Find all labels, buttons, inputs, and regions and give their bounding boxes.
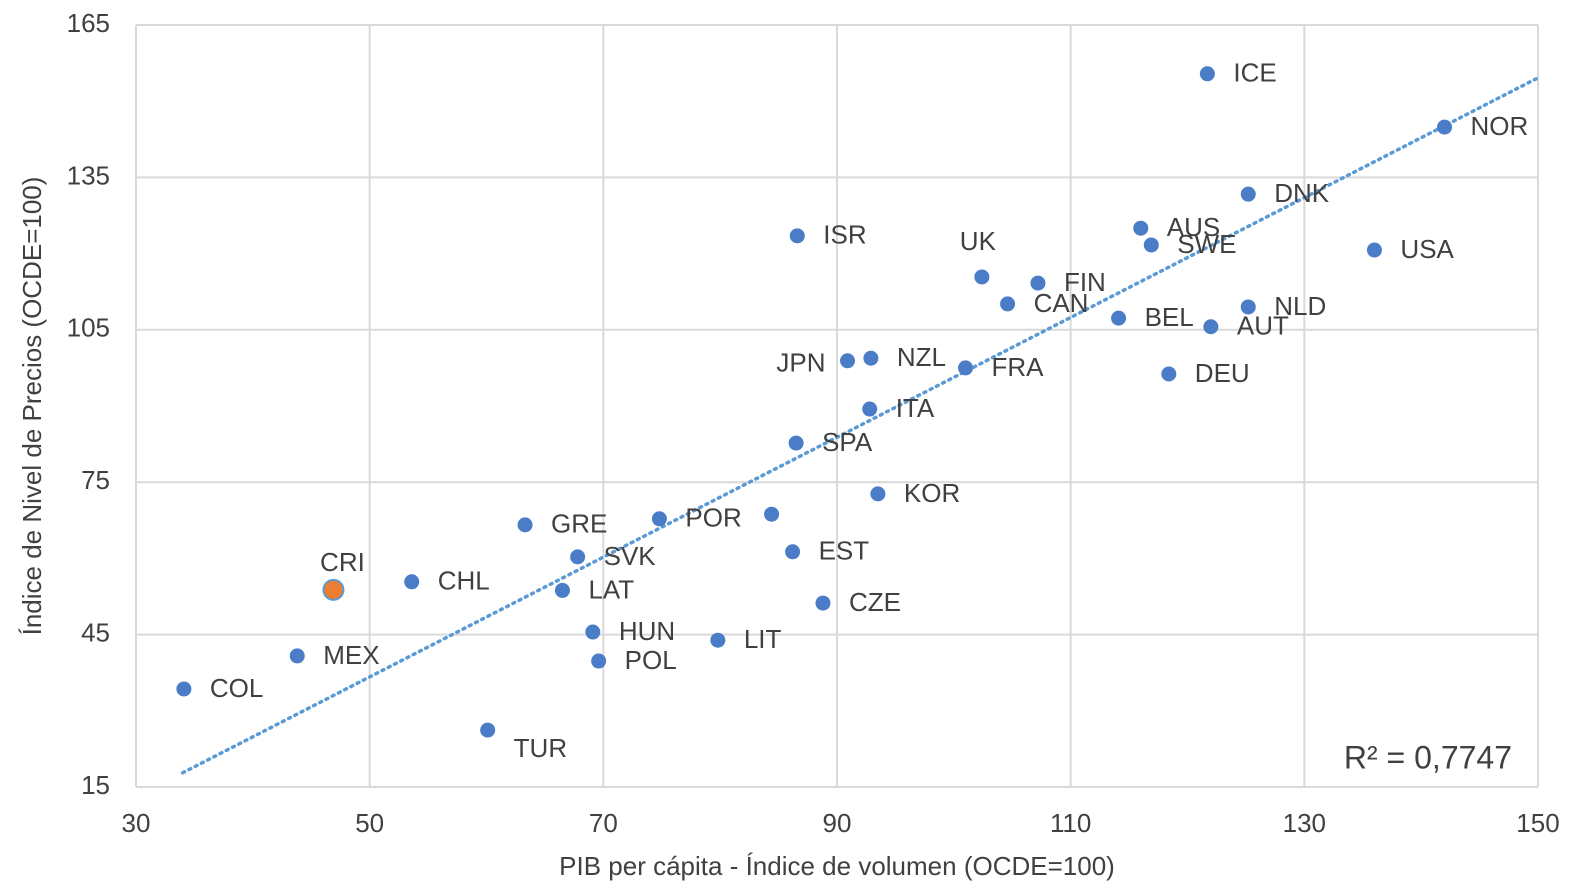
- data-point: [1240, 299, 1256, 315]
- y-tick-label: 75: [81, 465, 110, 495]
- point-label: CRI: [320, 547, 365, 577]
- point-label: CHL: [438, 566, 490, 596]
- data-point: [840, 353, 856, 369]
- data-point: [974, 269, 990, 285]
- data-point: [1133, 220, 1149, 236]
- point-label: NLD: [1274, 291, 1326, 321]
- data-point: [322, 578, 345, 601]
- point-label: USA: [1400, 234, 1454, 264]
- point-label: ISR: [823, 220, 866, 250]
- point-label: NZL: [897, 342, 946, 372]
- point-label: BEL: [1145, 302, 1194, 332]
- data-point: [863, 350, 879, 366]
- point-label: CAN: [1034, 288, 1089, 318]
- data-point: [1437, 119, 1453, 135]
- point-label: LIT: [744, 624, 782, 654]
- data-point: [788, 435, 804, 451]
- point-label: FRA: [992, 352, 1045, 382]
- data-point: [176, 681, 192, 697]
- point-label: NOR: [1471, 111, 1529, 141]
- data-point: [570, 549, 586, 565]
- data-point: [585, 624, 601, 640]
- data-point: [710, 632, 726, 648]
- trendline: [180, 76, 1540, 775]
- data-point: [815, 595, 831, 611]
- data-point: [480, 722, 496, 738]
- y-tick-label: 45: [81, 617, 110, 647]
- point-label: LAT: [588, 574, 634, 604]
- data-point: [517, 517, 533, 533]
- data-point: [289, 648, 305, 664]
- data-point: [1366, 242, 1382, 258]
- point-label: KOR: [904, 478, 960, 508]
- data-point: [1240, 186, 1256, 202]
- point-label: ICE: [1233, 58, 1276, 88]
- data-point: [1143, 237, 1159, 253]
- data-point: [1199, 66, 1215, 82]
- point-label: EST: [819, 536, 870, 566]
- data-point: [591, 653, 607, 669]
- point-label: DNK: [1274, 178, 1330, 208]
- data-point: [404, 574, 420, 590]
- point-label: AUS: [1167, 212, 1220, 242]
- point-label: DEU: [1195, 358, 1250, 388]
- point-label: ITA: [896, 393, 935, 423]
- data-point: [1161, 366, 1177, 382]
- data-point: [764, 506, 780, 522]
- y-tick-label: 165: [67, 8, 110, 38]
- point-label: FIN: [1064, 267, 1106, 297]
- x-tick-label: 30: [122, 808, 151, 838]
- y-axis-label: Índice de Nivel de Precios (OCDE=100): [17, 177, 47, 636]
- data-point: [789, 228, 805, 244]
- y-tick-label: 105: [67, 313, 110, 343]
- data-point: [1111, 310, 1127, 326]
- x-tick-label: 70: [589, 808, 618, 838]
- data-point: [1000, 296, 1016, 312]
- y-tick-label: 15: [81, 770, 110, 800]
- data-point: [870, 486, 886, 502]
- point-label: GRE: [551, 509, 607, 539]
- point-label: TUR: [514, 733, 567, 763]
- x-tick-label: 150: [1516, 808, 1559, 838]
- point-label: POL: [625, 645, 677, 675]
- x-tick-label: 50: [355, 808, 384, 838]
- y-tick-label: 135: [67, 160, 110, 190]
- data-point: [1030, 275, 1046, 291]
- point-label: SWE: [1177, 229, 1236, 259]
- point-label: SVK: [604, 541, 657, 571]
- data-point: [651, 511, 667, 527]
- data-point: [958, 360, 974, 376]
- point-label: CZE: [849, 587, 901, 617]
- point-label: HUN: [619, 616, 675, 646]
- x-tick-label: 130: [1283, 808, 1326, 838]
- point-label: UK: [960, 226, 997, 256]
- data-point: [554, 582, 570, 598]
- data-point: [1203, 319, 1219, 335]
- point-label: SPA: [822, 427, 873, 457]
- point-label: MEX: [323, 640, 379, 670]
- x-tick-label: 110: [1050, 808, 1091, 838]
- x-tick-label: 90: [823, 808, 852, 838]
- data-point: [785, 544, 801, 560]
- point-label: JPN: [776, 348, 825, 378]
- x-axis-label: PIB per cápita - Índice de volumen (OCDE…: [559, 851, 1115, 881]
- point-label: POR: [685, 503, 741, 533]
- r-squared: R² = 0,7747: [1344, 739, 1512, 775]
- point-label: COL: [210, 673, 263, 703]
- data-point: [862, 401, 878, 417]
- point-label: AUT: [1237, 311, 1289, 341]
